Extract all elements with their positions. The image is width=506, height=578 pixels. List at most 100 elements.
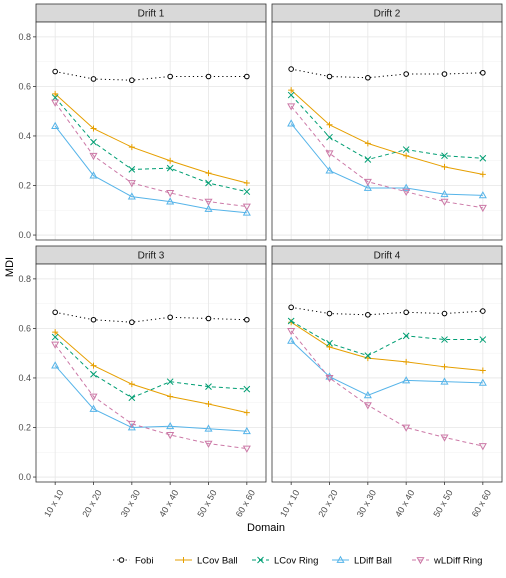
series-line <box>291 306 483 316</box>
x-tick-label: 50 x 50 <box>195 488 218 519</box>
legend-item-fobi: Fobi <box>113 556 153 567</box>
data-point <box>402 424 411 432</box>
data-point <box>479 336 487 343</box>
data-point <box>403 358 410 365</box>
plot-area <box>272 22 502 240</box>
x-tick-label: 10 x 10 <box>42 488 65 519</box>
data-point <box>364 140 371 147</box>
data-point <box>242 203 251 211</box>
data-point <box>325 166 334 174</box>
data-point <box>89 393 98 401</box>
x-axis-title: Domain <box>247 522 285 534</box>
data-point <box>242 208 251 216</box>
series-line <box>54 365 247 432</box>
x-tick-label: 20 x 20 <box>316 488 339 519</box>
data-point <box>326 343 333 350</box>
panel-title: Drift 3 <box>138 251 165 262</box>
data-point <box>480 308 486 314</box>
data-point <box>128 381 135 388</box>
data-point <box>51 361 60 369</box>
data-point <box>205 73 212 80</box>
series-lcov-ball <box>288 319 486 374</box>
series-wldiff-ring <box>287 103 487 213</box>
data-point <box>90 370 97 378</box>
y-tick-label: 0.2 <box>18 423 31 433</box>
x-tick-label: 10 x 10 <box>278 488 301 519</box>
data-point <box>287 119 296 127</box>
series-fobi <box>288 66 486 81</box>
panels-layer: Drift 1 0.0 0.2 0.4 0.6 0.8 Drift 2 Drift 3 0.0 0… <box>18 3 503 519</box>
legend-key-marker <box>416 557 425 565</box>
legend-label: LCov Ring <box>274 556 318 567</box>
data-point <box>52 329 59 336</box>
data-point <box>441 152 448 160</box>
data-point <box>440 434 449 442</box>
data-point <box>90 125 97 132</box>
data-point <box>364 352 372 360</box>
data-point <box>89 152 98 161</box>
legend-key-marker <box>118 557 125 563</box>
y-tick-label: 0.6 <box>18 323 31 333</box>
data-point <box>127 420 136 429</box>
series-fobi <box>52 309 250 326</box>
data-point <box>129 319 135 326</box>
panel-border <box>35 21 267 241</box>
data-point <box>128 166 136 173</box>
x-tick-label: 60 x 60 <box>234 488 257 519</box>
panel-title: Drift 1 <box>138 9 165 20</box>
data-point <box>326 121 333 128</box>
data-point <box>127 180 136 188</box>
series-wldiff-ring <box>51 99 251 211</box>
data-point <box>440 377 449 385</box>
data-point <box>403 309 409 316</box>
data-point <box>479 171 486 178</box>
data-point <box>51 333 59 341</box>
data-point <box>51 121 60 129</box>
data-point <box>478 191 487 199</box>
data-point <box>440 198 449 206</box>
data-point <box>127 423 136 431</box>
series-lcov-ring <box>51 94 251 196</box>
data-point <box>205 400 212 407</box>
data-point <box>326 310 333 317</box>
series-line <box>54 125 247 214</box>
plot-area <box>36 264 266 482</box>
x-tick-label: 40 x 40 <box>157 488 180 519</box>
data-point <box>363 390 372 399</box>
data-point <box>52 68 58 75</box>
x-tick-label: 30 x 30 <box>119 488 142 519</box>
x-tick-label: 40 x 40 <box>393 488 416 519</box>
data-point <box>204 198 213 206</box>
series-lcov-ball <box>52 90 250 187</box>
data-point <box>363 178 372 187</box>
series-line <box>55 311 247 323</box>
data-point <box>287 91 295 99</box>
data-point <box>287 327 296 336</box>
series-line <box>290 330 483 447</box>
series-lcov-ring <box>287 91 487 163</box>
data-point <box>204 204 213 212</box>
data-point <box>52 90 59 97</box>
data-point <box>402 376 411 384</box>
legend-item-lcov-ball: LCov Ball <box>175 556 238 567</box>
y-tick-label: 0.8 <box>18 274 31 284</box>
data-point <box>243 188 251 196</box>
panel-drift-2: Drift 2 <box>271 3 503 241</box>
data-point <box>205 179 212 187</box>
data-point <box>242 426 251 435</box>
data-point <box>402 146 410 153</box>
data-point <box>365 74 371 81</box>
data-point <box>167 73 173 80</box>
data-point <box>166 164 174 172</box>
data-point <box>128 394 136 402</box>
data-point <box>363 402 372 410</box>
series-line <box>290 123 483 196</box>
series-line <box>54 97 247 193</box>
data-point <box>325 150 334 158</box>
data-point <box>441 363 448 370</box>
data-point <box>478 443 487 451</box>
data-point <box>288 66 294 72</box>
data-point <box>51 341 60 349</box>
series-line <box>290 94 483 161</box>
series-line <box>290 89 483 175</box>
